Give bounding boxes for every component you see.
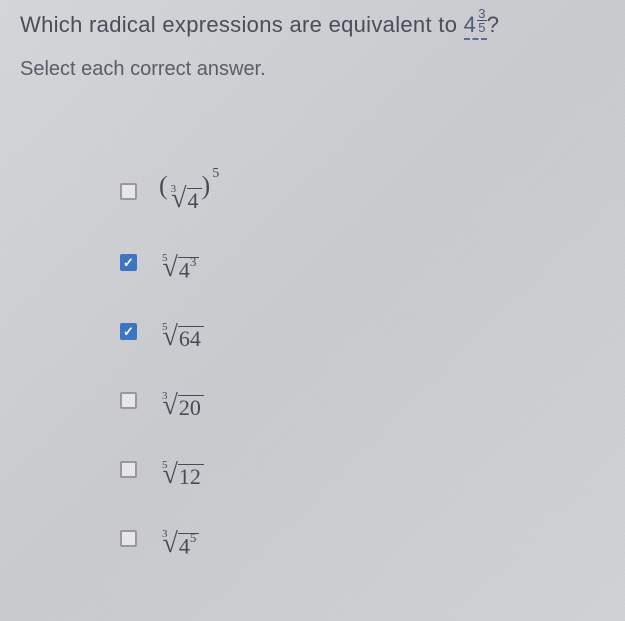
- radicand: 20: [178, 395, 204, 420]
- radical-index: 5: [162, 321, 168, 333]
- option-label-3: 5√64: [159, 312, 204, 351]
- question-base: 4: [464, 12, 477, 37]
- option-label-4: 3√20: [159, 381, 204, 420]
- option-row: 5√43: [120, 243, 605, 282]
- fraction-numerator: 3: [477, 7, 487, 21]
- option-row: 5√64: [120, 312, 605, 351]
- radical-expression: 3√45: [159, 530, 199, 558]
- instruction-text: Select each correct answer.: [20, 58, 605, 81]
- option-label-2: 5√43: [159, 243, 199, 282]
- radicand: 64: [178, 326, 204, 351]
- radicand: 45: [178, 533, 200, 559]
- option-row: 3√20: [120, 381, 605, 420]
- options-list: (3√4)5 5√43 5√64 3√20 5√12 3√45: [20, 171, 605, 558]
- radicand-exponent: 3: [190, 254, 197, 269]
- question-exponent-fraction: 35: [477, 7, 487, 34]
- option-checkbox-5[interactable]: [120, 461, 137, 478]
- radical-index: 3: [162, 528, 168, 540]
- radical-expression: 3√4: [168, 185, 202, 213]
- option-label-1: (3√4)5: [159, 171, 219, 213]
- radicand: 12: [178, 464, 204, 489]
- radical-index: 5: [162, 252, 168, 264]
- option-row: 3√45: [120, 519, 605, 558]
- option-checkbox-4[interactable]: [120, 392, 137, 409]
- question-expression: 435: [464, 12, 487, 40]
- radicand-base: 64: [179, 326, 201, 351]
- radical-expression: 5√43: [159, 254, 199, 282]
- radicand-base: 4: [179, 533, 190, 558]
- radicand-base: 20: [179, 395, 201, 420]
- radical-index: 5: [162, 459, 168, 471]
- radical-index: 3: [171, 183, 177, 195]
- option-checkbox-3[interactable]: [120, 323, 137, 340]
- radical-expression: 5√64: [159, 323, 204, 351]
- radical-index: 3: [162, 390, 168, 402]
- radical-expression: 5√12: [159, 461, 204, 489]
- option-checkbox-1[interactable]: [120, 183, 137, 200]
- option-checkbox-6[interactable]: [120, 530, 137, 547]
- question-prefix: Which radical expressions are equivalent…: [20, 12, 464, 37]
- radical-expression: 3√20: [159, 392, 204, 420]
- option-label-6: 3√45: [159, 519, 199, 558]
- radicand-base: 12: [179, 464, 201, 489]
- question-text: Which radical expressions are equivalent…: [20, 12, 605, 40]
- radicand-exponent: 5: [190, 530, 197, 545]
- fraction-denominator: 5: [478, 21, 486, 34]
- option-checkbox-2[interactable]: [120, 254, 137, 271]
- open-paren: (: [159, 171, 168, 200]
- option-row: 5√12: [120, 450, 605, 489]
- outer-exponent: 5: [212, 166, 219, 181]
- option-row: (3√4)5: [120, 171, 605, 213]
- close-paren: ): [202, 171, 211, 200]
- option-label-5: 5√12: [159, 450, 204, 489]
- radicand-base: 4: [179, 257, 190, 282]
- radicand: 43: [178, 257, 200, 283]
- radicand: 4: [187, 188, 202, 213]
- question-suffix: ?: [487, 12, 500, 37]
